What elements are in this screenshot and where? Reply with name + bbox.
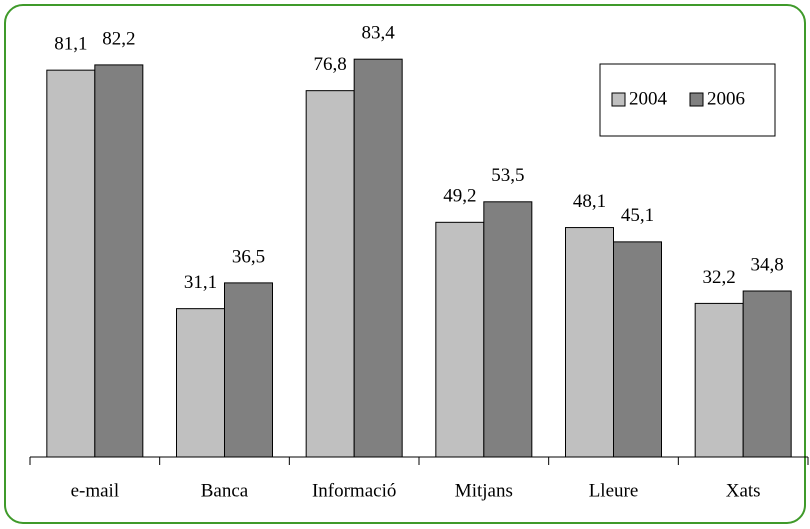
value-label: 48,1 — [573, 191, 606, 212]
legend-swatch — [689, 92, 704, 107]
x-tick-label: Mitjans — [455, 480, 513, 501]
bar — [694, 302, 744, 458]
bar — [176, 308, 225, 458]
value-label: 83,4 — [362, 23, 396, 44]
value-label: 34,8 — [751, 254, 784, 275]
value-label: 45,1 — [621, 205, 654, 226]
x-tick-label: Xats — [726, 480, 761, 501]
bar — [46, 69, 96, 458]
bar — [94, 64, 144, 458]
bar — [305, 90, 355, 458]
bar — [353, 58, 403, 458]
x-tick-label: Banca — [201, 480, 249, 501]
bar — [224, 282, 273, 458]
x-tick-label: Lleure — [589, 480, 639, 501]
value-label: 76,8 — [314, 54, 347, 75]
value-label: 31,1 — [184, 272, 217, 293]
value-label: 53,5 — [491, 165, 524, 186]
bar — [565, 227, 614, 458]
bar — [742, 290, 792, 458]
legend-box — [599, 63, 776, 137]
bar — [435, 221, 485, 458]
legend-swatch — [611, 92, 626, 107]
legend-label: 2004 — [629, 88, 668, 109]
legend-label: 2006 — [707, 88, 745, 109]
value-label: 49,2 — [443, 186, 476, 207]
x-tick-label: e-mail — [71, 480, 120, 501]
value-label: 32,2 — [703, 267, 736, 288]
x-tick-label: Informació — [312, 480, 396, 501]
value-label: 82,2 — [102, 28, 135, 49]
value-label: 36,5 — [232, 246, 265, 267]
bar — [483, 201, 533, 458]
value-label: 81,1 — [54, 34, 87, 55]
bar — [613, 241, 662, 458]
